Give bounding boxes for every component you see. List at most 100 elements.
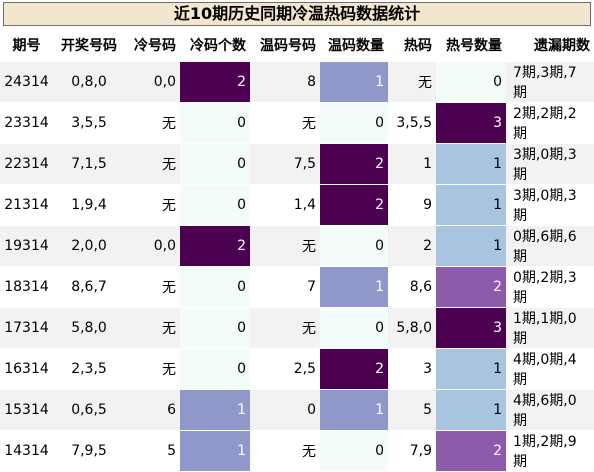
cell-cold: 无 — [125, 102, 180, 144]
cell-hot-count: 1 — [436, 348, 506, 390]
cell-missing: 1期,2期,9期 — [506, 430, 594, 472]
cell-issue: 18314 — [0, 266, 53, 308]
cell-warm-count: 2 — [320, 184, 388, 226]
cell-cold: 无 — [125, 307, 180, 349]
cell-draw: 0,8,0 — [53, 62, 125, 103]
cell-issue: 17314 — [0, 307, 53, 349]
cell-hot-count: 3 — [436, 102, 506, 144]
cell-warm-count: 0 — [320, 307, 388, 349]
cell-missing: 7期,3期,7期 — [506, 62, 594, 103]
cell-draw: 2,0,0 — [53, 225, 125, 267]
cell-warm-count: 1 — [320, 389, 388, 431]
cell-cold-count: 0 — [180, 307, 250, 349]
cell-hot: 8,6 — [388, 266, 436, 308]
header-draw: 开奖号码 — [53, 28, 125, 62]
cell-hot-count: 2 — [436, 266, 506, 308]
cell-hot-count: 0 — [436, 62, 506, 103]
cell-warm-count: 2 — [320, 143, 388, 185]
cell-cold: 0,0 — [125, 62, 180, 103]
cell-draw: 7,1,5 — [53, 143, 125, 185]
cell-warm: 0 — [250, 389, 320, 431]
cell-draw: 2,3,5 — [53, 348, 125, 390]
cell-hot: 无 — [388, 62, 436, 103]
header-warm: 温码号码 — [250, 28, 320, 62]
cell-issue: 16314 — [0, 348, 53, 390]
cell-hot: 9 — [388, 184, 436, 226]
cell-warm: 无 — [250, 307, 320, 349]
cell-draw: 1,9,4 — [53, 184, 125, 226]
cell-warm-count: 0 — [320, 430, 388, 472]
table-row: 19314 2,0,0 0,0 2 无 0 2 1 0期,6期,6期 — [0, 225, 594, 267]
cell-warm-count: 0 — [320, 225, 388, 267]
cell-issue: 23314 — [0, 102, 53, 144]
cell-missing: 3期,0期,3期 — [506, 143, 594, 185]
cell-cold: 5 — [125, 430, 180, 472]
cell-issue: 14314 — [0, 430, 53, 472]
cell-draw: 0,6,5 — [53, 389, 125, 431]
cell-hot: 3 — [388, 348, 436, 390]
cell-draw: 7,9,5 — [53, 430, 125, 472]
cell-draw: 8,6,7 — [53, 266, 125, 308]
page-title: 近10期历史同期冷温热码数据统计 — [3, 2, 591, 26]
cell-cold-count: 0 — [180, 143, 250, 185]
cell-cold-count: 1 — [180, 389, 250, 431]
cell-hot: 7,9 — [388, 430, 436, 472]
cell-hot-count: 1 — [436, 143, 506, 185]
header-cold-count: 冷码个数 — [180, 28, 250, 62]
cell-issue: 22314 — [0, 143, 53, 185]
cell-issue: 19314 — [0, 225, 53, 267]
header-issue: 期号 — [0, 28, 53, 62]
cell-hot-count: 1 — [436, 225, 506, 267]
cell-hot: 5,8,0 — [388, 307, 436, 349]
table-body: 24314 0,8,0 0,0 2 8 1 无 0 7期,3期,7期 23314 3,5,5 无 0 无 0… — [0, 62, 594, 472]
cell-missing: 0期,6期,6期 — [506, 225, 594, 267]
cell-missing: 4期,0期,4期 — [506, 348, 594, 390]
cell-hot: 2 — [388, 225, 436, 267]
cell-warm-count: 1 — [320, 266, 388, 308]
header-row: 期号 开奖号码 冷号码 冷码个数 温码号码 温码数量 热码 热号数量 遗漏期数 — [0, 28, 594, 62]
cell-issue: 15314 — [0, 389, 53, 431]
cell-warm: 7 — [250, 266, 320, 308]
cell-cold: 0,0 — [125, 225, 180, 267]
header-cold: 冷号码 — [125, 28, 180, 62]
cell-hot-count: 1 — [436, 389, 506, 431]
cell-warm: 8 — [250, 62, 320, 103]
cell-hot: 3,5,5 — [388, 102, 436, 144]
table-row: 21314 1,9,4 无 0 1,4 2 9 1 3期,0期,3期 — [0, 184, 594, 226]
cell-draw: 5,8,0 — [53, 307, 125, 349]
cell-warm-count: 1 — [320, 62, 388, 103]
cell-cold: 无 — [125, 184, 180, 226]
table-row: 22314 7,1,5 无 0 7,5 2 1 1 3期,0期,3期 — [0, 143, 594, 185]
header-hot-count: 热号数量 — [436, 28, 506, 62]
cell-hot: 5 — [388, 389, 436, 431]
cell-cold-count: 2 — [180, 62, 250, 103]
table-row: 16314 2,3,5 无 0 2,5 2 3 1 4期,0期,4期 — [0, 348, 594, 390]
cell-missing: 0期,2期,3期 — [506, 266, 594, 308]
cell-warm: 7,5 — [250, 143, 320, 185]
cell-cold-count: 0 — [180, 348, 250, 390]
table-row: 15314 0,6,5 6 1 0 1 5 1 4期,6期,0期 — [0, 389, 594, 431]
cell-cold: 无 — [125, 143, 180, 185]
cell-missing: 2期,2期,2期 — [506, 102, 594, 144]
table-row: 17314 5,8,0 无 0 无 0 5,8,0 3 1期,1期,0期 — [0, 307, 594, 349]
cell-hot-count: 2 — [436, 430, 506, 472]
cell-issue: 21314 — [0, 184, 53, 226]
cell-missing: 1期,1期,0期 — [506, 307, 594, 349]
header-missing: 遗漏期数 — [506, 28, 594, 62]
cell-warm: 无 — [250, 225, 320, 267]
cell-cold-count: 1 — [180, 430, 250, 472]
cell-missing: 3期,0期,3期 — [506, 184, 594, 226]
cell-warm: 2,5 — [250, 348, 320, 390]
cell-cold: 无 — [125, 348, 180, 390]
cell-draw: 3,5,5 — [53, 102, 125, 144]
cell-hot-count: 1 — [436, 184, 506, 226]
cell-warm: 1,4 — [250, 184, 320, 226]
table-row: 14314 7,9,5 5 1 无 0 7,9 2 1期,2期,9期 — [0, 430, 594, 472]
cell-cold-count: 0 — [180, 184, 250, 226]
table-row: 23314 3,5,5 无 0 无 0 3,5,5 3 2期,2期,2期 — [0, 102, 594, 144]
cell-cold-count: 0 — [180, 266, 250, 308]
table-row: 18314 8,6,7 无 0 7 1 8,6 2 0期,2期,3期 — [0, 266, 594, 308]
cell-warm-count: 0 — [320, 102, 388, 144]
cell-warm: 无 — [250, 430, 320, 472]
cell-hot-count: 3 — [436, 307, 506, 349]
